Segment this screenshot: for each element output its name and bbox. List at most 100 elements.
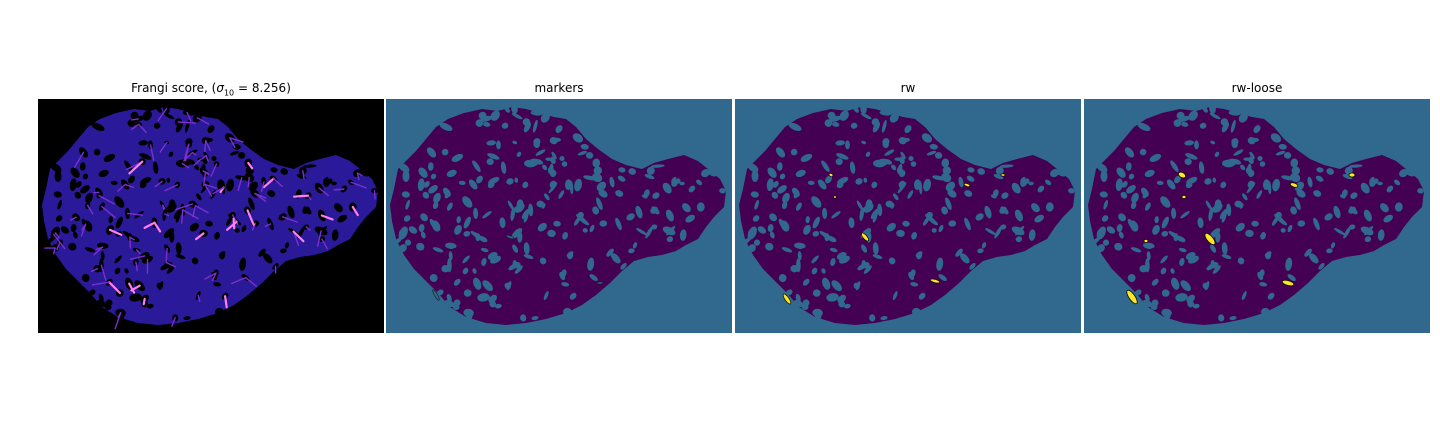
texture-blob xyxy=(1180,280,1191,292)
texture-blob xyxy=(811,267,818,275)
texture-blob xyxy=(1249,151,1255,160)
texture-blob xyxy=(1394,202,1403,212)
vessel-stroke xyxy=(126,212,144,216)
texture-blob xyxy=(922,216,930,226)
texture-blob xyxy=(1234,200,1243,208)
texture-blob xyxy=(1179,257,1185,267)
texture-blob xyxy=(433,192,441,204)
texture-blob xyxy=(448,251,453,261)
vessel-stroke xyxy=(210,163,218,177)
texture-blob xyxy=(964,190,973,197)
texture-blob xyxy=(115,216,123,229)
texture-blob xyxy=(685,214,696,223)
texture-blob xyxy=(929,218,939,226)
vessel-stroke xyxy=(117,312,122,318)
texture-blob xyxy=(1142,299,1153,308)
texture-blob xyxy=(399,244,407,253)
texture-blob xyxy=(1267,180,1272,195)
segment-mark xyxy=(505,234,515,240)
texture-blob xyxy=(932,175,946,181)
texture-blob xyxy=(1348,164,1363,168)
texture-blob xyxy=(1144,202,1151,211)
texture-blob xyxy=(1313,190,1322,197)
texture-blob xyxy=(1186,294,1196,304)
texture-blob xyxy=(817,179,827,190)
texture-blob xyxy=(486,158,494,166)
vessel-stroke xyxy=(193,158,202,166)
markers-svg xyxy=(386,99,732,333)
vessel-stroke xyxy=(204,140,207,153)
texture-blob xyxy=(1145,258,1150,273)
texture-blob xyxy=(835,158,843,166)
texture-blob xyxy=(219,251,226,260)
vessel-stroke xyxy=(293,194,309,198)
texture-blob xyxy=(1246,182,1256,194)
texture-blob xyxy=(931,228,937,233)
texture-blob xyxy=(543,291,549,301)
texture-blob xyxy=(748,244,756,253)
texture-blob xyxy=(632,242,638,249)
texture-blob xyxy=(681,203,691,213)
texture-blob xyxy=(399,230,405,239)
texture-blob xyxy=(287,205,295,219)
texture-blob xyxy=(267,190,276,197)
texture-blob xyxy=(1309,253,1319,264)
texture-blob xyxy=(463,289,472,297)
vessel-stroke xyxy=(93,246,104,256)
texture-blob xyxy=(504,282,511,290)
texture-blob xyxy=(1349,206,1358,215)
vessel-stroke xyxy=(181,162,190,169)
texture-blob xyxy=(211,155,217,162)
texture-blob xyxy=(85,192,93,204)
vessel-stroke xyxy=(164,184,179,192)
texture-blob xyxy=(941,206,949,215)
vessel-stroke xyxy=(186,111,192,122)
texture-blob xyxy=(468,179,478,190)
texture-blob xyxy=(778,274,787,282)
texture-blob xyxy=(960,253,970,264)
texture-blob xyxy=(985,228,997,236)
texture-blob xyxy=(585,152,594,159)
texture-blob xyxy=(547,229,556,238)
texture-blob xyxy=(1174,175,1181,184)
texture-blob xyxy=(1140,187,1149,197)
segment-mark xyxy=(1143,238,1149,243)
vessel-stroke xyxy=(52,247,56,255)
texture-blob xyxy=(860,103,867,114)
texture-blob xyxy=(189,222,199,232)
texture-blob xyxy=(124,268,129,274)
texture-blob xyxy=(1045,202,1054,212)
texture-blob xyxy=(1212,177,1217,183)
texture-blob xyxy=(843,303,851,309)
vessel-stroke xyxy=(373,190,376,200)
texture-blob xyxy=(769,231,775,239)
texture-blob xyxy=(662,182,672,194)
texture-blob xyxy=(436,289,444,296)
texture-blob xyxy=(877,203,883,217)
texture-blob xyxy=(839,110,849,121)
texture-blob xyxy=(837,294,847,304)
vessel-stroke xyxy=(204,183,213,197)
texture-blob xyxy=(175,121,184,133)
texture-blob xyxy=(1185,182,1193,189)
texture-blob xyxy=(832,121,840,127)
texture-blob xyxy=(923,178,932,192)
vessel-stroke xyxy=(153,221,162,233)
texture-blob xyxy=(811,196,822,208)
texture-blob xyxy=(666,236,674,243)
texture-blob xyxy=(1242,193,1248,201)
texture-blob xyxy=(108,216,113,224)
texture-blob xyxy=(872,242,879,255)
texture-blob xyxy=(1229,316,1237,321)
texture-blob xyxy=(821,268,826,274)
texture-blob xyxy=(494,303,502,309)
texture-blob xyxy=(1188,255,1199,264)
vessel-stroke xyxy=(164,213,170,217)
texture-blob xyxy=(511,228,523,239)
texture-blob xyxy=(778,218,787,230)
segment-mark xyxy=(861,232,869,242)
vessel-stroke xyxy=(247,161,254,170)
texture-blob xyxy=(1364,236,1372,243)
texture-blob xyxy=(403,215,411,222)
texture-blob xyxy=(1275,211,1282,219)
